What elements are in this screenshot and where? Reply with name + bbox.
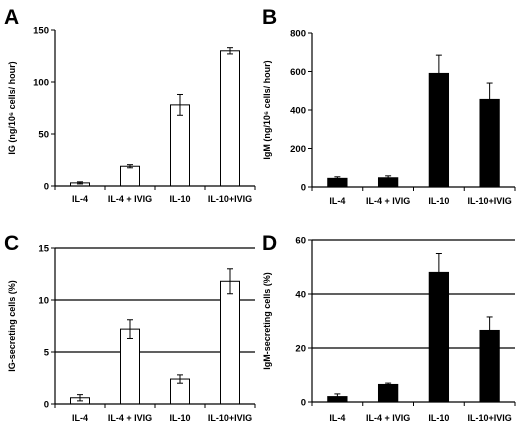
category-label: IL-4 [72,413,88,423]
category-label: IL-10+IVIG [208,194,252,204]
panel-letter: A [4,6,19,29]
y-axis-label: IgM (ng/10⁶ cells/ hour) [262,60,272,159]
y-tick-label: 150 [33,26,49,37]
y-tick-label: 0 [44,400,49,411]
y-tick-label: 50 [38,130,49,141]
y-tick-label: 5 [44,348,50,359]
bar-2 [377,383,399,403]
category-label: IL-10 [428,413,449,423]
panel-c: C 0 5 10 15 IL-4 IL-4 + IVIG IL-10 IL-10+IVIG IG-… [4,232,256,423]
bar-4 [220,280,240,405]
category-label: IL-10+IVIG [208,413,252,423]
category-label: IL-4 + IVIG [108,413,152,423]
bar-2 [120,165,140,187]
category-label: IL-10 [169,194,190,204]
y-tick-label: 0 [301,398,306,409]
bar-1 [327,177,348,188]
bar-3 [170,104,190,187]
y-tick-label: 0 [44,182,49,193]
panel-letter: B [262,6,277,29]
panel-b: B 0 200 400 600 800 IL-4 IL-4 + IVIG IL-10 IL-10+… [262,6,516,206]
y-tick-label: 100 [33,78,49,89]
category-label: IL-4 + IVIG [366,196,410,206]
panel-letter: D [262,232,277,255]
bar-3 [428,271,450,403]
y-tick-label: 800 [290,29,306,40]
y-axis-label: IgM-secreting cells (%) [262,272,272,370]
category-label: IL-10+IVIG [467,196,511,206]
panel-d: D 0 20 40 60 IL-4 IL-4 + IVIG IL-10 IL-10+IVIG Ig… [262,232,516,423]
y-tick-label: 200 [290,144,306,155]
bar-2 [120,328,140,405]
bar-4 [220,50,240,187]
y-tick-label: 15 [38,244,49,255]
category-label: IL-4 [329,413,345,423]
y-tick-label: 40 [295,290,306,301]
bar-3 [428,72,450,188]
y-tick-label: 10 [38,296,49,307]
bar-1 [327,396,348,403]
category-label: IL-4 [329,196,345,206]
y-tick-label: 400 [290,106,306,117]
category-label: IL-4 + IVIG [108,194,152,204]
panel-a: A 0 50 100 150 IL-4 IL-4 + IVIG IL-10 IL-10+IVIG… [4,6,256,204]
y-tick-label: 20 [295,344,306,355]
y-tick-label: 60 [295,236,306,247]
category-label: IL-10+IVIG [467,413,511,423]
category-label: IL-10 [428,196,449,206]
panel-letter: C [4,232,19,255]
y-tick-label: 600 [290,67,306,78]
category-label: IL-4 + IVIG [366,413,410,423]
category-label: IL-10 [169,413,190,423]
y-axis-label: IG (ng/10⁶ cells/ hour) [7,61,17,154]
y-axis-label: IG-secreting cells (%) [7,280,17,372]
y-tick-label: 0 [301,183,306,194]
category-label: IL-4 [72,194,88,204]
bar-4 [479,329,500,403]
bar-4 [479,98,500,188]
bar-2 [377,177,399,188]
